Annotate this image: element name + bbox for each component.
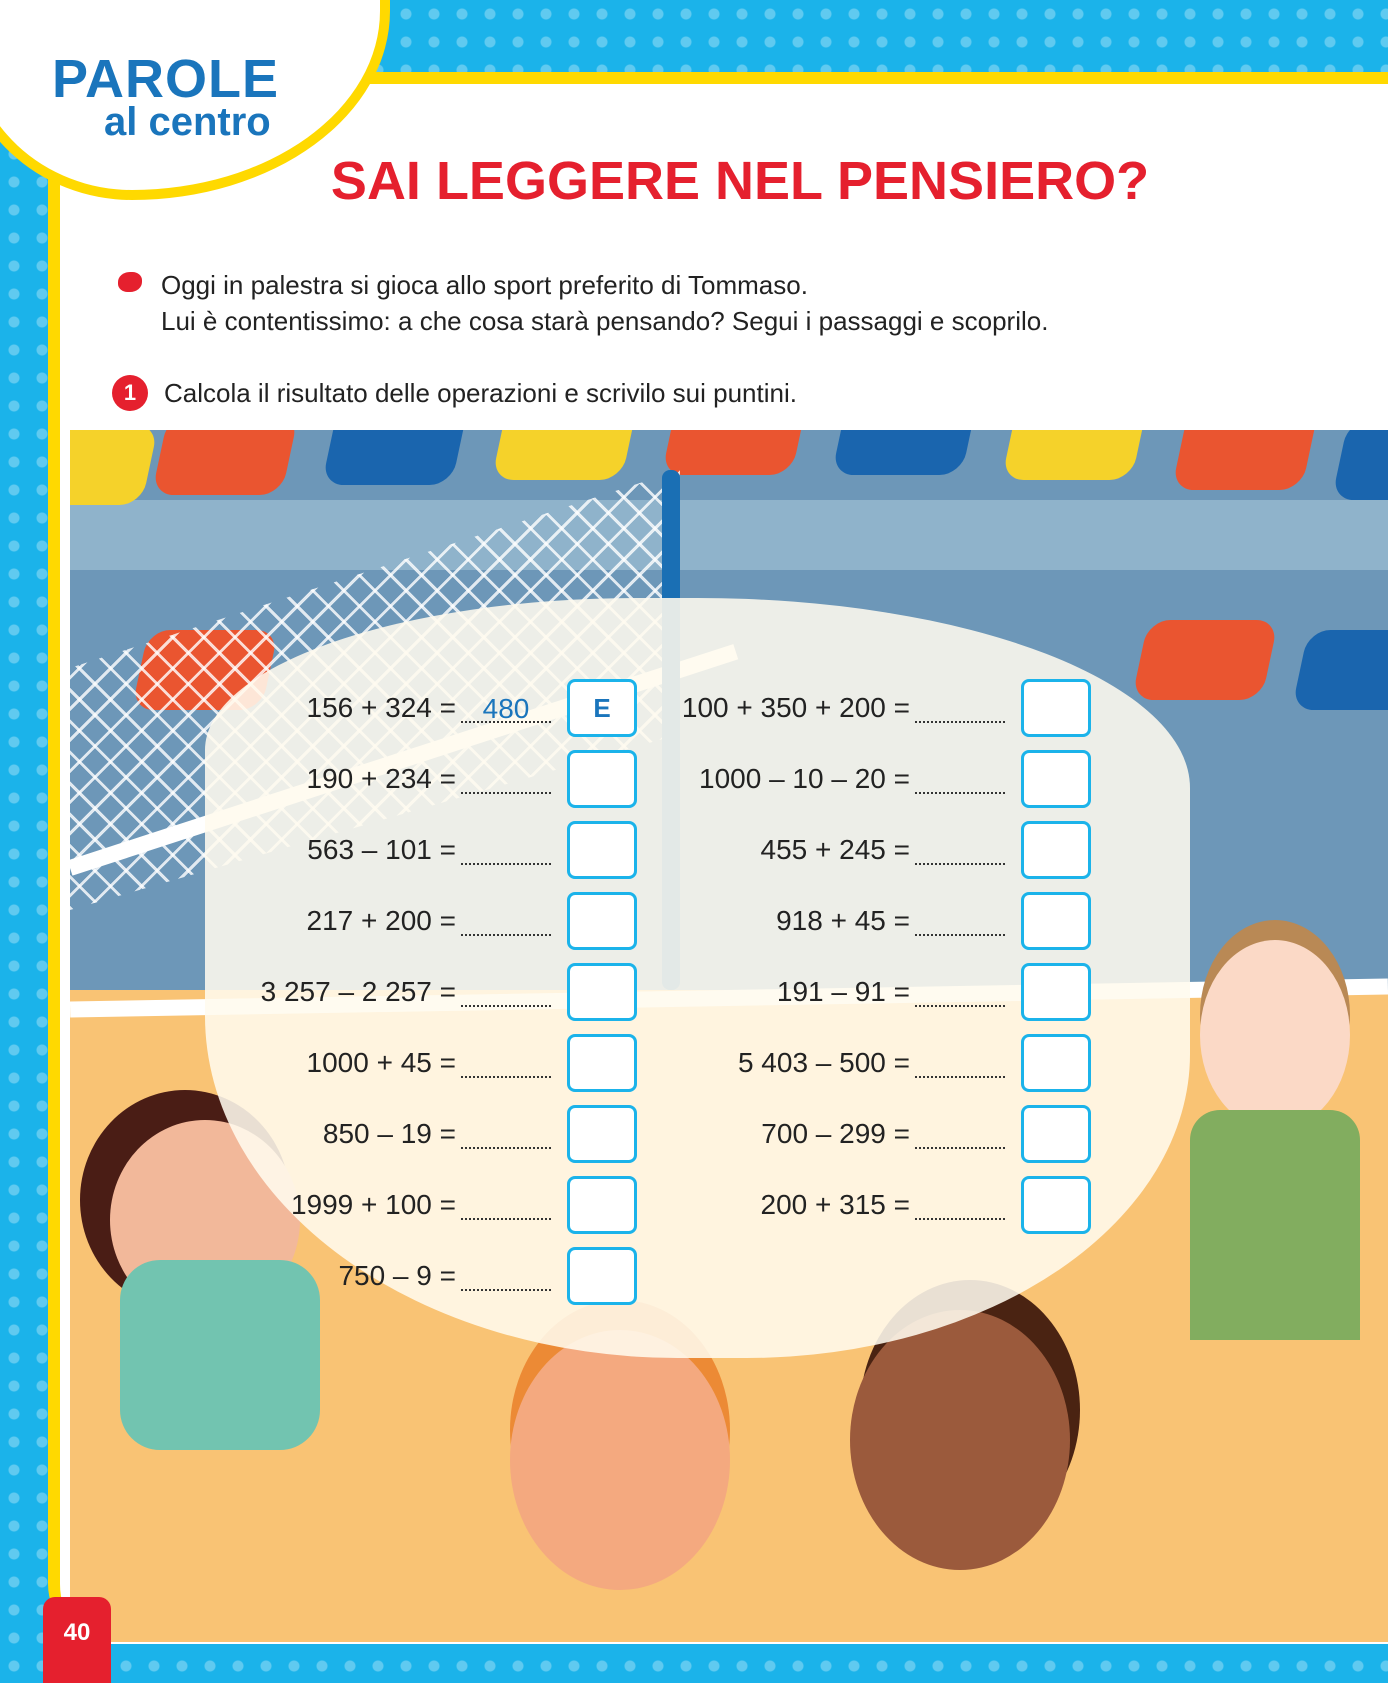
letter-box[interactable] xyxy=(1021,1176,1091,1234)
seat xyxy=(831,430,979,475)
seat xyxy=(1001,430,1149,480)
answer-field[interactable] xyxy=(915,693,1005,723)
logo: PAROLE al centro xyxy=(52,48,279,145)
letter-box[interactable] xyxy=(1021,1034,1091,1092)
equation-row: 750 – 9 = xyxy=(156,1247,551,1305)
letter-box[interactable] xyxy=(567,1247,637,1305)
kid-boy-glasses xyxy=(850,1310,1070,1570)
equation-row: 563 – 101 = xyxy=(156,821,551,879)
seat xyxy=(661,430,809,475)
letter-box[interactable] xyxy=(1021,750,1091,808)
kid-boy-orange-hair xyxy=(510,1330,730,1590)
intro-line: Lui è contentissimo: a che cosa starà pe… xyxy=(161,306,1049,336)
letter-box[interactable] xyxy=(567,892,637,950)
equation: 750 – 9 = xyxy=(338,1260,456,1291)
equation: 200 + 315 = xyxy=(760,1189,910,1220)
equation-row: 455 + 245 = xyxy=(610,821,1005,879)
equation-row: 3 257 – 2 257 = xyxy=(156,963,551,1021)
answer-field[interactable] xyxy=(915,835,1005,865)
equation-row: 5 403 – 500 = xyxy=(610,1034,1005,1092)
equation: 455 + 245 = xyxy=(760,834,910,865)
letter-box[interactable] xyxy=(567,821,637,879)
equation: 850 – 19 = xyxy=(322,1118,456,1149)
equation: 156 + 324 = xyxy=(306,692,456,723)
equation: 1999 + 100 = xyxy=(290,1189,456,1220)
equation: 1000 – 10 – 20 = xyxy=(699,763,910,794)
answer-field[interactable] xyxy=(915,906,1005,936)
equation: 217 + 200 = xyxy=(306,905,456,936)
letter-box[interactable]: E xyxy=(567,679,637,737)
intro-line: Oggi in palestra si gioca allo sport pre… xyxy=(161,270,808,300)
letter-box[interactable] xyxy=(1021,892,1091,950)
seat xyxy=(1171,430,1319,490)
kid-girl-right-shirt xyxy=(1190,1110,1360,1340)
seat xyxy=(151,430,299,495)
answer-field[interactable] xyxy=(915,764,1005,794)
equation-row: 850 – 19 = xyxy=(156,1105,551,1163)
step-instruction: Calcola il risultato delle operazioni e … xyxy=(164,378,797,408)
letter-box[interactable] xyxy=(567,1034,637,1092)
letter-box[interactable] xyxy=(1021,679,1091,737)
seat xyxy=(1131,620,1279,700)
answer-field[interactable] xyxy=(461,1190,551,1220)
bleacher-band xyxy=(70,500,1388,570)
letter-box[interactable] xyxy=(1021,821,1091,879)
page-title: SAI LEGGERE NEL PENSIERO? xyxy=(330,151,1150,211)
letter-box[interactable] xyxy=(567,1105,637,1163)
letter-box[interactable] xyxy=(567,963,637,1021)
seat xyxy=(321,430,469,485)
answer-field[interactable] xyxy=(915,1119,1005,1149)
equation-row: 200 + 315 = xyxy=(610,1176,1005,1234)
kid-girl-right xyxy=(1200,940,1350,1130)
equation: 563 – 101 = xyxy=(307,834,456,865)
answer-field[interactable] xyxy=(915,1048,1005,1078)
equation-row: 156 + 324 = 480 xyxy=(156,679,551,737)
logo-line1: PAROLE xyxy=(52,49,280,109)
kid-girl-left-sweater xyxy=(120,1260,320,1450)
answer-field[interactable] xyxy=(915,977,1005,1007)
equation-row: 100 + 350 + 200 = xyxy=(610,679,1005,737)
answer-field[interactable] xyxy=(461,1048,551,1078)
equation: 1000 + 45 = xyxy=(306,1047,456,1078)
equation-row: 918 + 45 = xyxy=(610,892,1005,950)
flower-bullet-icon xyxy=(118,272,142,292)
equation-row: 1000 – 10 – 20 = xyxy=(610,750,1005,808)
answer-field[interactable] xyxy=(461,1261,551,1291)
equation: 3 257 – 2 257 = xyxy=(260,976,456,1007)
equation-row: 700 – 299 = xyxy=(610,1105,1005,1163)
equation: 5 403 – 500 = xyxy=(737,1047,910,1078)
answer-field[interactable] xyxy=(461,977,551,1007)
equation-row: 190 + 234 = xyxy=(156,750,551,808)
equation: 700 – 299 = xyxy=(761,1118,910,1149)
equation-row: 1999 + 100 = xyxy=(156,1176,551,1234)
equation: 190 + 234 = xyxy=(306,763,456,794)
seat xyxy=(491,430,639,480)
answer-field[interactable] xyxy=(915,1190,1005,1220)
equation: 191 – 91 = xyxy=(776,976,910,1007)
equation: 100 + 350 + 200 = xyxy=(681,692,910,723)
page-number: 40 xyxy=(43,1597,111,1683)
letter-box[interactable] xyxy=(567,1176,637,1234)
equation-row: 1000 + 45 = xyxy=(156,1034,551,1092)
answer-field[interactable] xyxy=(461,764,551,794)
letter-box[interactable] xyxy=(1021,963,1091,1021)
answer-field[interactable] xyxy=(461,835,551,865)
answer-field[interactable] xyxy=(461,906,551,936)
equation-row: 191 – 91 = xyxy=(610,963,1005,1021)
logo-line2: al centro xyxy=(104,100,271,144)
answer-field[interactable]: 480 xyxy=(461,693,551,724)
letter-box[interactable] xyxy=(1021,1105,1091,1163)
letter-box[interactable] xyxy=(567,750,637,808)
answer-field[interactable] xyxy=(461,1119,551,1149)
equation-row: 217 + 200 = xyxy=(156,892,551,950)
equation: 918 + 45 = xyxy=(776,905,910,936)
step-number-badge: 1 xyxy=(112,375,148,411)
